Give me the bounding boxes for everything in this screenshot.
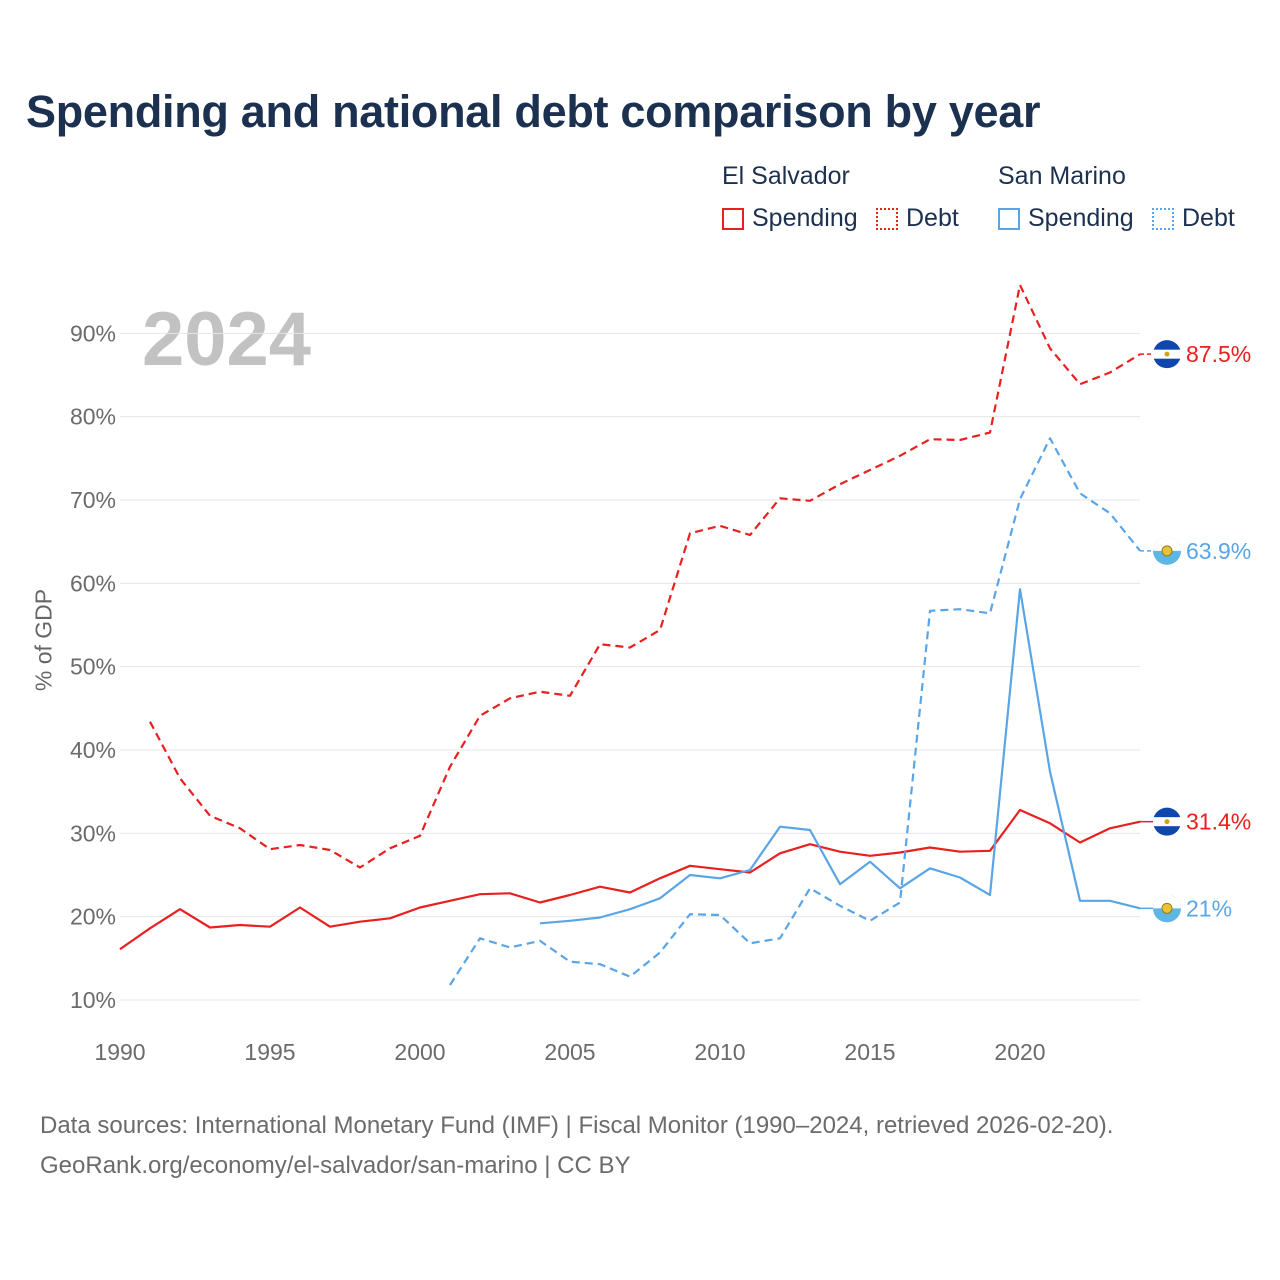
x-tick-label: 1990 (94, 1039, 145, 1065)
y-tick-label: 50% (70, 654, 116, 680)
series-line-san-marino-spending (539, 588, 1141, 925)
source-note: Data sources: International Monetary Fun… (40, 1106, 1113, 1186)
source-line-1: Data sources: International Monetary Fun… (40, 1112, 1114, 1139)
x-tick-label: 2020 (994, 1039, 1045, 1065)
x-tick-label: 1995 (244, 1039, 295, 1065)
legend-swatch-solid-icon (722, 207, 744, 230)
x-tick-label: 2015 (844, 1039, 895, 1065)
y-tick-label: 90% (70, 320, 116, 346)
flag-top-half (1153, 894, 1181, 909)
series-line-el-salvador-spending (119, 808, 1141, 951)
chart-title: Spending and national debt comparison by… (26, 86, 1041, 137)
y-tick-label: 40% (70, 737, 116, 763)
flag-emblem (1164, 351, 1170, 357)
end-value-label: 63.9% (1186, 538, 1251, 564)
series-line-el-salvador-debt (149, 283, 1141, 869)
legend-group-san-marino: San Marino (998, 162, 1126, 191)
legend-label: Spending (752, 204, 858, 232)
flag-emblem (1161, 545, 1173, 557)
x-tick-label: 2000 (394, 1039, 445, 1065)
y-tick-label: 60% (70, 570, 116, 596)
legend-swatch-dotted-icon (876, 207, 898, 230)
legend-item-el-salvador-debt[interactable]: Debt (876, 204, 959, 233)
y-tick-label: 20% (70, 904, 116, 930)
legend-country-san-marino: San Marino (998, 162, 1126, 190)
flag-top-half (1153, 536, 1181, 551)
flag-emblem (1164, 819, 1170, 825)
legend-group-el-salvador: El Salvador (722, 162, 850, 191)
source-line-2[interactable]: GeoRank.org/economy/el-salvador/san-mari… (40, 1152, 631, 1179)
y-tick-label: 80% (70, 404, 116, 430)
flag-emblem (1161, 902, 1173, 914)
x-tick-label: 2005 (544, 1039, 595, 1065)
legend-label: Debt (906, 204, 959, 232)
end-value-label: 31.4% (1186, 809, 1251, 835)
legend-country-el-salvador: El Salvador (722, 162, 850, 190)
legend-label: Debt (1182, 204, 1235, 232)
end-value-label: 87.5% (1186, 341, 1251, 367)
series-line-san-marino-debt (449, 437, 1141, 986)
y-tick-label: 30% (70, 820, 116, 846)
legend-swatch-dotted-icon (1152, 207, 1174, 230)
legend-item-san-marino-spending[interactable]: Spending (998, 204, 1134, 233)
x-tick-label: 2010 (694, 1039, 745, 1065)
y-tick-label: 70% (70, 487, 116, 513)
end-value-label: 21% (1186, 895, 1232, 921)
legend-item-san-marino-debt[interactable]: Debt (1152, 204, 1235, 233)
y-tick-label: 10% (70, 987, 116, 1013)
legend-item-el-salvador-spending[interactable]: Spending (722, 204, 858, 233)
year-watermark: 2024 (142, 297, 312, 382)
legend-label: Spending (1028, 204, 1134, 232)
legend-swatch-solid-icon (998, 207, 1020, 230)
